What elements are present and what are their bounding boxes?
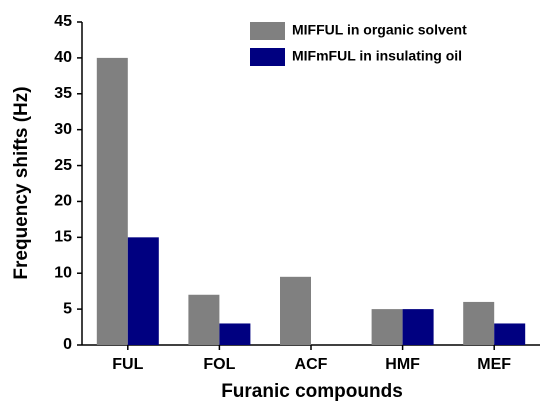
bar [402,309,434,345]
y-tick-label: 40 [54,49,72,66]
x-tick-label: FOL [203,356,235,373]
bar [463,301,495,345]
legend-label: MIFmFUL in insulating oil [292,48,462,64]
y-tick-label: 5 [63,300,72,317]
y-axis-title: Frequency shifts (Hz) [11,86,32,279]
bar [127,237,159,345]
x-tick-label: FUL [112,356,143,373]
y-tick-label: 0 [63,336,72,353]
y-tick-label: 25 [54,157,72,174]
bar [371,309,403,345]
x-tick-label: ACF [295,356,328,373]
bar [280,276,311,345]
y-tick-label: 30 [54,121,72,138]
legend-swatch [250,48,285,66]
y-tick-label: 10 [54,264,72,281]
legend-swatch [250,22,285,40]
x-tick-label: MEF [477,356,511,373]
bar [219,323,251,345]
x-axis-title: Furanic compounds [221,381,403,402]
y-tick-label: 45 [54,13,72,30]
bar [96,57,128,346]
y-tick-label: 15 [54,229,72,246]
x-tick-label: HMF [385,356,420,373]
bar [188,294,220,345]
bar [494,323,526,345]
y-tick-label: 35 [54,85,72,102]
y-tick-label: 20 [54,193,72,210]
legend-label: MIFFUL in organic solvent [292,22,467,38]
